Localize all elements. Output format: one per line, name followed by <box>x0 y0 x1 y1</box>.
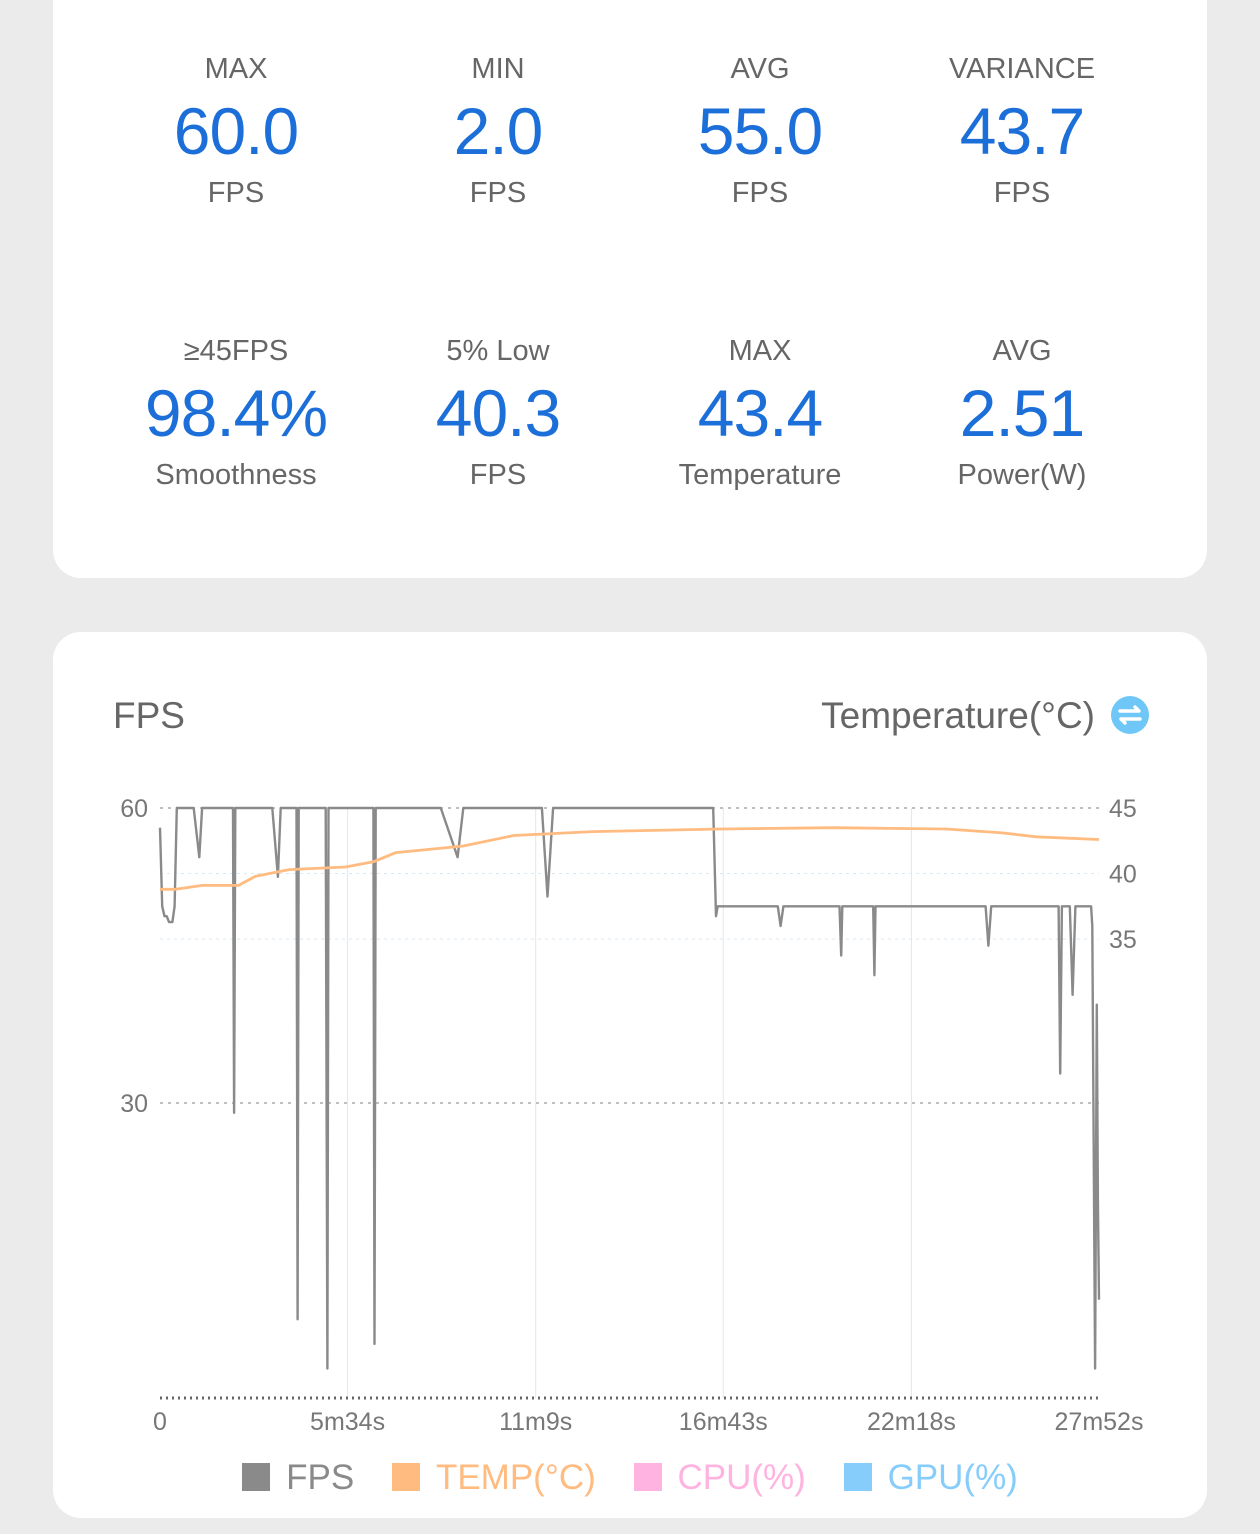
stat-label: MAX <box>204 53 268 85</box>
series-line-tempc <box>160 826 1100 891</box>
x-tick-label: 0 <box>153 1408 167 1436</box>
stat-unit: FPS <box>207 177 265 209</box>
chart-legend: FPS TEMP(°C) CPU(%) GPU(%) <box>53 1456 1207 1500</box>
fps-temperature-chart: 0 5m34s 11m9s 16m43s 22m18s 27m52s 45 40 35 60 30 <box>120 795 1144 1436</box>
stat-label: MAX <box>728 335 792 367</box>
stat-avg-power: AVG 2.51 Power(W) <box>891 334 1153 492</box>
stat-label: AVG <box>992 335 1052 367</box>
stat-unit: FPS <box>469 459 527 491</box>
stat-unit: FPS <box>731 177 789 209</box>
stat-max-temperature: MAX 43.4 Temperature <box>629 334 891 492</box>
chart-card: FPS Temperature(°C) 0 5m34s 11m9s 16m43s 22m… <box>53 632 1207 1518</box>
stat-unit: FPS <box>469 177 527 209</box>
series-line-fps <box>158 806 1101 1370</box>
y-right-tick-label: 35 <box>1109 926 1137 954</box>
stats-card: MAX 60.0 FPS MIN 2.0 FPS AVG 55.0 FPS VA… <box>53 0 1207 578</box>
legend-swatch-fps <box>242 1463 271 1491</box>
stat-min-fps: MIN 2.0 FPS <box>367 52 629 210</box>
x-tick-label: 27m52s <box>1055 1408 1144 1436</box>
y-right-tick-label: 40 <box>1109 861 1137 889</box>
x-tick-label: 16m43s <box>679 1408 768 1436</box>
stat-value: 98.4% <box>144 376 328 450</box>
stat-label: VARIANCE <box>948 53 1096 85</box>
legend-label: GPU(%) <box>887 1458 1018 1497</box>
legend-swatch-gpu <box>843 1463 872 1491</box>
stat-value: 2.51 <box>959 376 1085 450</box>
swap-icon[interactable] <box>1111 696 1149 734</box>
y-left-tick-label: 30 <box>120 1090 148 1118</box>
stat-unit: Temperature <box>678 459 842 491</box>
legend-label: TEMP(°C) <box>435 1458 596 1497</box>
stat-value: 2.0 <box>453 94 544 168</box>
stat-value: 60.0 <box>173 94 299 168</box>
x-tick-label: 5m34s <box>310 1408 385 1436</box>
chart-left-axis-title: FPS <box>113 695 185 736</box>
x-tick-label: 11m9s <box>499 1408 572 1436</box>
legend-item-gpu[interactable]: GPU(%) <box>843 1456 1018 1500</box>
stat-avg-fps: AVG 55.0 FPS <box>629 52 891 210</box>
legend-swatch-temp <box>391 1463 420 1491</box>
stat-label: MIN <box>471 53 525 85</box>
stat-unit: FPS <box>993 177 1051 209</box>
stat-label: 5% Low <box>446 335 550 367</box>
stat-smoothness: ≥45FPS 98.4% Smoothness <box>105 334 367 492</box>
stat-label: AVG <box>730 53 790 85</box>
stat-value: 43.7 <box>959 94 1085 168</box>
stat-value: 40.3 <box>435 376 561 450</box>
legend-item-fps[interactable]: FPS <box>242 1456 354 1500</box>
stat-value: 43.4 <box>697 376 823 450</box>
legend-label: CPU(%) <box>677 1458 806 1497</box>
stat-unit: Smoothness <box>155 459 317 491</box>
legend-swatch-cpu <box>633 1463 662 1491</box>
legend-label: FPS <box>286 1458 355 1497</box>
stat-max-fps: MAX 60.0 FPS <box>105 52 367 210</box>
stat-5pct-low: 5% Low 40.3 FPS <box>367 334 629 492</box>
stat-label: ≥45FPS <box>183 335 289 367</box>
stat-value: 55.0 <box>697 94 823 168</box>
legend-item-cpu[interactable]: CPU(%) <box>633 1456 806 1500</box>
stat-unit: Power(W) <box>957 459 1087 491</box>
chart-right-axis-title[interactable]: Temperature(°C) <box>821 695 1095 736</box>
stat-variance: VARIANCE 43.7 FPS <box>891 52 1153 210</box>
y-left-tick-label: 60 <box>120 795 148 823</box>
legend-item-temp[interactable]: TEMP(°C) <box>391 1456 596 1500</box>
x-tick-label: 22m18s <box>867 1408 956 1436</box>
y-right-tick-label: 45 <box>1109 795 1137 823</box>
